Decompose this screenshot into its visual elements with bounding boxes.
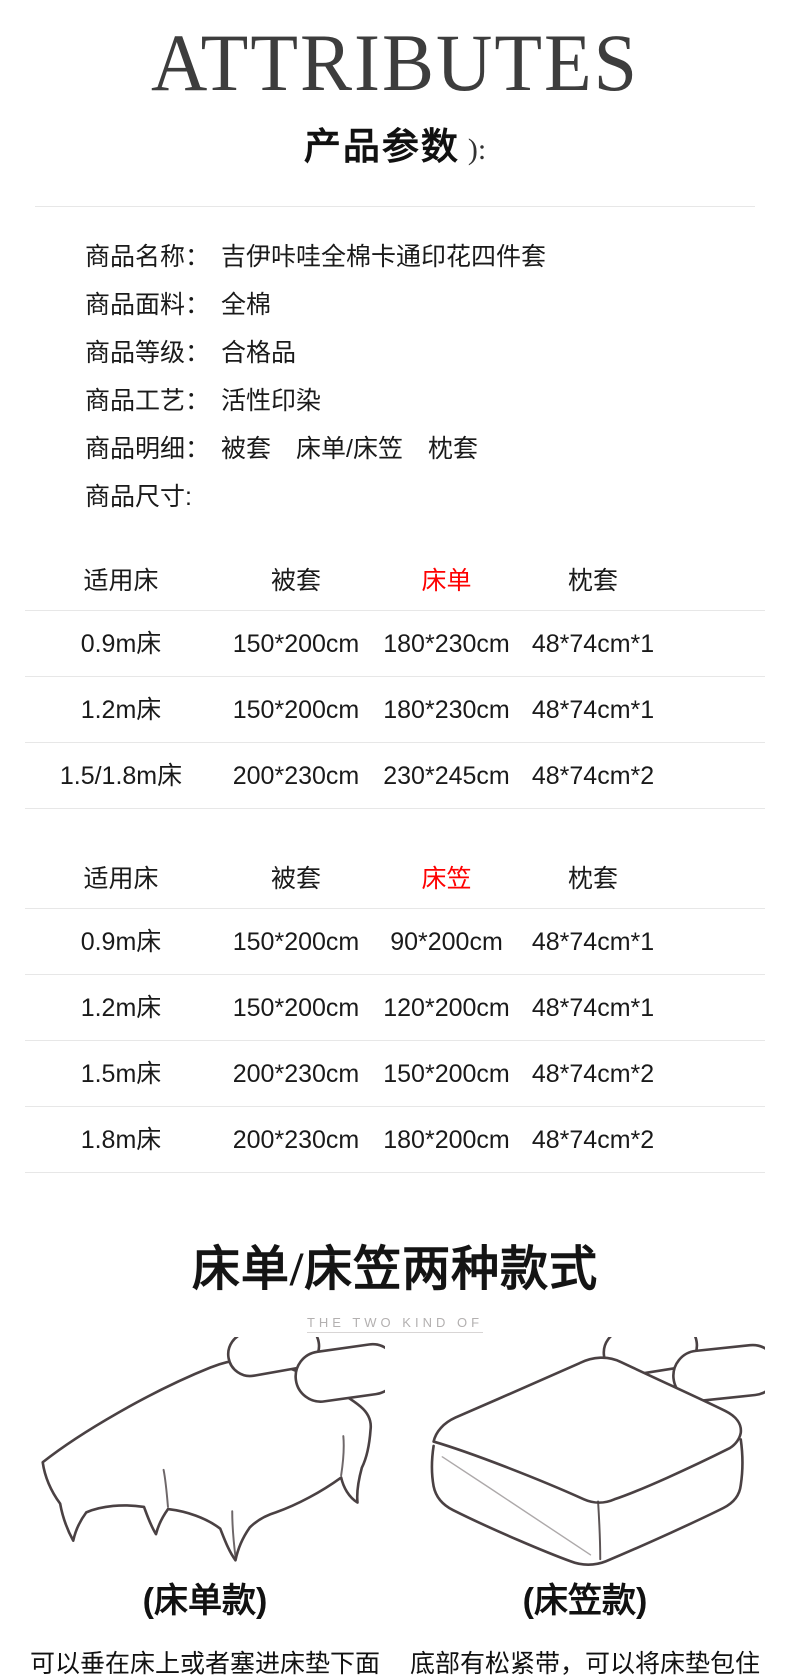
table-cell: 48*74cm*2: [531, 1125, 655, 1154]
header-divider: [35, 205, 755, 207]
attribute-label: 商品工艺：: [85, 386, 211, 415]
table-row: 1.2m床 150*200cm 180*230cm 48*74cm*1: [25, 677, 765, 743]
pillow-front: [294, 1342, 385, 1403]
table-cell: 48*74cm*1: [531, 695, 655, 724]
table-cell: 48*74cm*1: [531, 629, 655, 658]
table-cell: 0.9m床: [80, 629, 162, 658]
table-row: 1.8m床 200*230cm 180*200cm 48*74cm*2: [25, 1107, 765, 1173]
attribute-row: 商品等级： 合格品: [85, 329, 790, 377]
mattress-top: [432, 1356, 743, 1504]
attribute-label: 商品等级：: [85, 338, 211, 367]
table-cell: 0.9m床: [80, 927, 162, 956]
table-header-row: 适用床 被套 床单 枕套: [25, 559, 765, 611]
table-header-cell: 被套: [270, 864, 321, 893]
attribute-row: 商品明细： 被套 床单/床笠 枕套: [85, 425, 790, 473]
pillow-back: [602, 1336, 699, 1377]
table-cell: 1.2m床: [80, 695, 162, 724]
pillow-front: [672, 1343, 765, 1403]
styles-subheading: THE TWO KIND OF: [306, 1315, 484, 1333]
flat-sheet-bed-sketch: [41, 1336, 385, 1562]
table-cell: 180*200cm: [383, 1125, 510, 1154]
table-header-cell: 枕套: [567, 566, 618, 595]
table-header-cell: 床单: [421, 566, 472, 595]
attribute-label: 商品名称：: [85, 242, 211, 271]
table-cell: 1.8m床: [80, 1125, 162, 1154]
table-cell: 150*200cm: [232, 927, 360, 956]
table-row: 1.5/1.8m床 200*230cm 230*245cm 48*74cm*2: [25, 743, 765, 809]
table-cell: 150*200cm: [232, 993, 360, 1022]
table-cell: 1.5m床: [80, 1059, 162, 1088]
table-row: 1.5m床 200*230cm 150*200cm 48*74cm*2: [25, 1041, 765, 1107]
attribute-value: 被套 床单/床笠 枕套: [221, 434, 478, 463]
table-cell: 48*74cm*1: [531, 993, 655, 1022]
page-title-suffix: ):: [467, 132, 487, 166]
table-header-cell: 被套: [270, 566, 321, 595]
fitted-sheet-bed-sketch: [430, 1336, 765, 1566]
attribute-value: 全棉: [221, 290, 272, 319]
attribute-value: 吉伊咔哇全棉卡通印花四件套: [221, 242, 547, 271]
size-table: 适用床 被套 床笠 枕套 0.9m床 150*200cm 90*200cm 48*74cm*1…: [25, 857, 765, 1173]
styles-heading: 床单/床笠两种款式: [191, 1242, 599, 1296]
sheet-fold-lines: [162, 1435, 345, 1558]
page-title-en: ATTRIBUTES: [151, 17, 639, 108]
table-row: 0.9m床 150*200cm 90*200cm 48*74cm*1: [25, 909, 765, 975]
table-cell: 200*230cm: [232, 1059, 360, 1088]
mattress-shading-line: [441, 1455, 592, 1556]
table-cell: 150*200cm: [232, 695, 360, 724]
attribute-row: 商品工艺： 活性印染: [85, 377, 790, 425]
table-cell: 48*74cm*2: [531, 761, 655, 790]
table-cell: 120*200cm: [383, 993, 510, 1022]
style-name: (床笠款): [522, 1581, 648, 1620]
attribute-row: 商品尺寸:: [85, 473, 790, 521]
table-cell: 48*74cm*1: [531, 927, 655, 956]
attribute-row: 商品名称： 吉伊咔哇全棉卡通印花四件套: [85, 233, 790, 281]
style-name: (床单款): [142, 1581, 268, 1620]
table-cell: 200*230cm: [232, 761, 360, 790]
mattress-corner-edge: [597, 1500, 602, 1561]
bed-illustrations-row: (床单款) 可以垂在床上或者塞进床垫下面 (床笠款) 底部有松紧带，可以将床垫包…: [0, 1336, 790, 1679]
attribute-list: 商品名称： 吉伊咔哇全棉卡通印花四件套 商品面料： 全棉 商品等级： 合格品 商品工艺： 活性…: [85, 233, 790, 521]
table-cell: 1.2m床: [80, 993, 162, 1022]
table-cell: 150*200cm: [232, 629, 360, 658]
mattress-side: [430, 1437, 744, 1566]
table-row: 0.9m床 150*200cm 180*230cm 48*74cm*1: [25, 611, 765, 677]
attribute-value: 活性印染: [221, 386, 322, 415]
attribute-row: 商品面料： 全棉: [85, 281, 790, 329]
table-cell: 150*200cm: [383, 1059, 510, 1088]
pillow-back: [226, 1336, 321, 1378]
table-row: 1.2m床 150*200cm 120*200cm 48*74cm*1: [25, 975, 765, 1041]
page-title-cn-wrap: 产品参数):: [0, 116, 790, 170]
attribute-value: 合格品: [221, 338, 297, 367]
table-cell: 180*230cm: [383, 695, 510, 724]
style-caption: 可以垂在床上或者塞进床垫下面: [29, 1649, 380, 1678]
style-caption: 底部有松紧带，可以将床垫包住: [409, 1649, 760, 1678]
fitted-sheet-column: (床笠款) 底部有松紧带，可以将床垫包住: [395, 1336, 775, 1679]
table-header-cell: 适用床: [83, 864, 159, 893]
table-header-cell: 床笠: [421, 864, 472, 893]
table-header-row: 适用床 被套 床笠 枕套: [25, 857, 765, 909]
table-cell: 230*245cm: [383, 761, 510, 790]
attribute-label: 商品尺寸:: [85, 482, 192, 511]
attribute-label: 商品明细：: [85, 434, 211, 463]
table-cell: 180*230cm: [383, 629, 510, 658]
size-table: 适用床 被套 床单 枕套 0.9m床 150*200cm 180*230cm 48*74cm*…: [25, 559, 765, 809]
table-cell: 48*74cm*2: [531, 1059, 655, 1088]
page-title-cn: 产品参数: [303, 125, 460, 167]
table-cell: 90*200cm: [390, 927, 503, 956]
table-cell: 1.5/1.8m床: [59, 761, 183, 790]
flat-sheet-column: (床单款) 可以垂在床上或者塞进床垫下面: [15, 1336, 395, 1679]
attribute-label: 商品面料：: [85, 290, 211, 319]
table-cell: 200*230cm: [232, 1125, 360, 1154]
table-header-cell: 适用床: [83, 566, 159, 595]
table-header-cell: 枕套: [567, 864, 618, 893]
